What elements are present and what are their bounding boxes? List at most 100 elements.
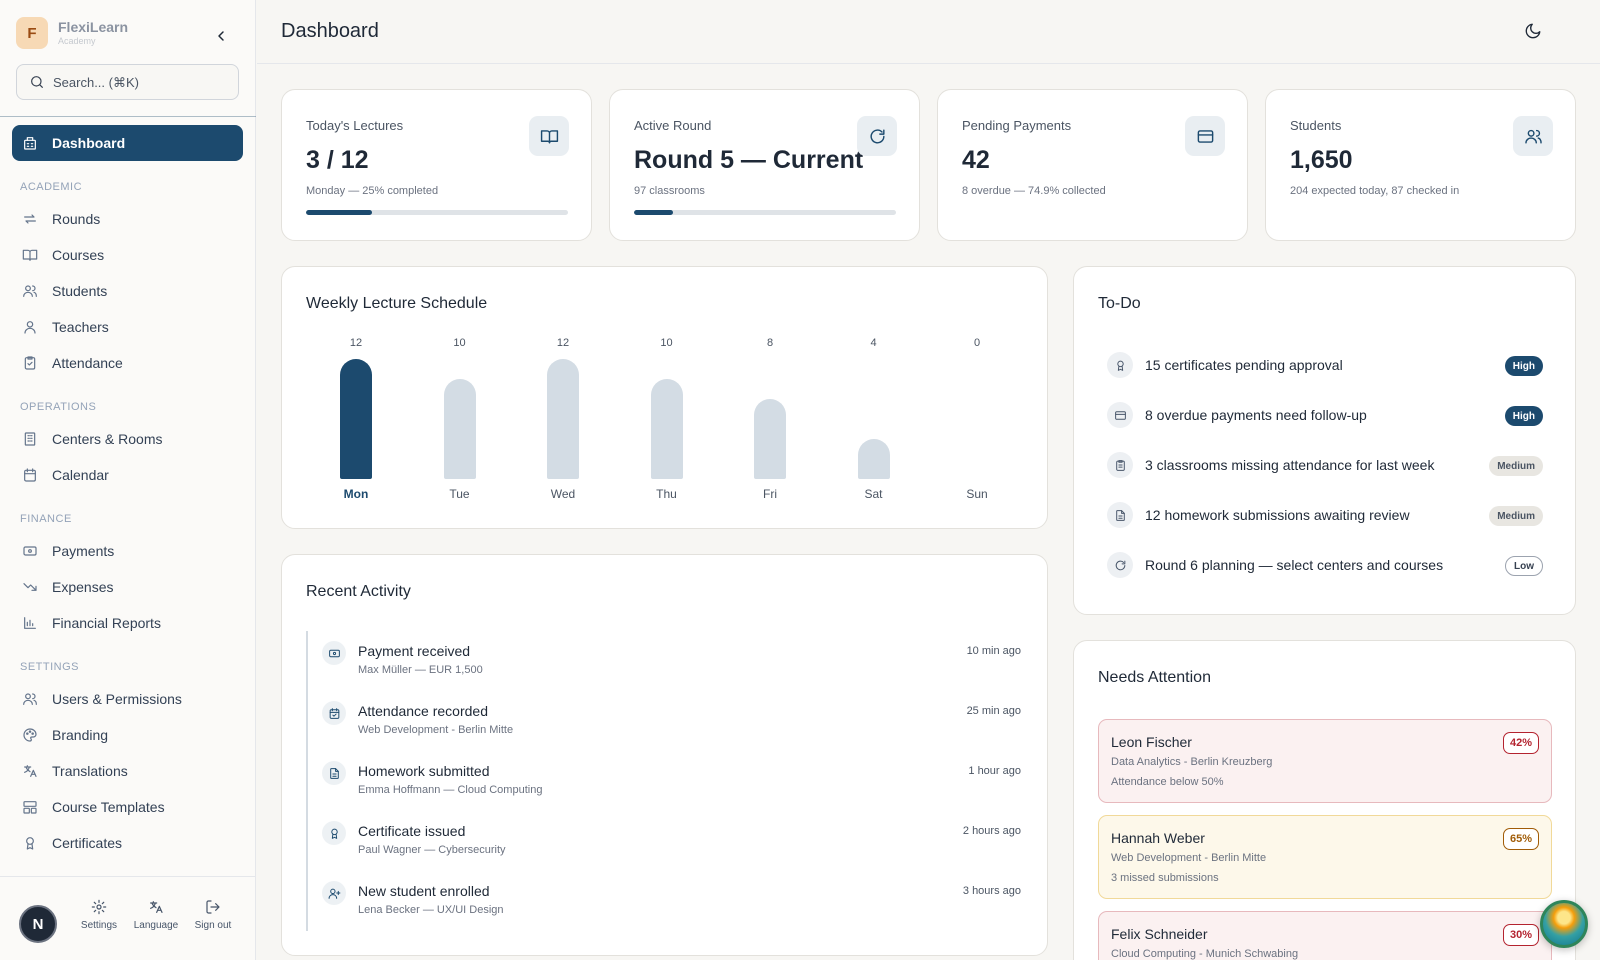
sidebar-item-attendance[interactable]: Attendance [12, 345, 243, 381]
sidebar-item-course-templates[interactable]: Course Templates [12, 789, 243, 825]
sidebar-item-calendar[interactable]: Calendar [12, 457, 243, 493]
search-box[interactable] [16, 64, 239, 100]
bar-day-label: Tue [449, 487, 470, 501]
sidebar-item-dashboard[interactable]: Dashboard [12, 125, 243, 161]
todo-item[interactable]: 12 homework submissions awaiting review … [1107, 499, 1543, 549]
todo-item[interactable]: 15 certificates pending approval High [1107, 349, 1543, 399]
bar-column-tue: 10 Tue [410, 337, 510, 507]
sidebar-item-payments[interactable]: Payments [12, 533, 243, 569]
activity-subtitle: Lena Becker — UX/UI Design [358, 904, 504, 916]
attention-item[interactable]: Felix Schneider Cloud Computing - Munich… [1098, 911, 1552, 960]
student-name: Felix Schneider [1111, 926, 1208, 942]
credit-card-icon [1197, 129, 1213, 143]
stat-value: Round 5 — Current [634, 146, 864, 174]
sidebar-item-label: Teachers [52, 319, 109, 335]
todo-text: 12 homework submissions awaiting review [1145, 507, 1410, 523]
sidebar-item-label: Translations [52, 763, 128, 779]
refresh-icon [1115, 560, 1125, 570]
sidebar-item-label: Expenses [52, 579, 114, 595]
sidebar-item-rounds[interactable]: Rounds [12, 201, 243, 237]
activity-item[interactable]: New student enrolled Lena Becker — UX/UI… [308, 871, 1021, 931]
file-text-icon [1115, 509, 1125, 521]
card-title: Weekly Lecture Schedule [306, 295, 488, 312]
floating-assistant-button[interactable] [1540, 900, 1588, 948]
bar-value-label: 4 [870, 337, 877, 349]
users-icon [23, 693, 37, 705]
bar-day-label: Sun [966, 487, 988, 501]
nav-section-operations: OPERATIONS [20, 401, 97, 413]
moon-icon [1525, 23, 1541, 39]
todo-text: 3 classrooms missing attendance for last… [1145, 457, 1435, 473]
sidebar-item-branding[interactable]: Branding [12, 717, 243, 753]
stat-icon [1185, 116, 1225, 156]
palette-icon [23, 728, 37, 742]
stat-card-students: Students 1,650 204 expected today, 87 ch… [1265, 89, 1576, 241]
settings-button[interactable]: Settings [71, 899, 127, 931]
banknote-icon [328, 649, 340, 657]
stat-label: Active Round [634, 118, 712, 133]
todo-item[interactable]: Round 6 planning — select centers and co… [1107, 549, 1543, 599]
priority-badge: Medium [1489, 506, 1543, 526]
bar-fri [754, 399, 786, 479]
book-open-icon [540, 129, 558, 144]
sidebar-item-translations[interactable]: Translations [12, 753, 243, 789]
search-input[interactable] [53, 74, 223, 90]
todo-text: 15 certificates pending approval [1145, 357, 1343, 373]
progress-bar [634, 210, 896, 215]
sidebar-item-users-permissions[interactable]: Users & Permissions [12, 681, 243, 717]
sidebar-item-teachers[interactable]: Teachers [12, 309, 243, 345]
sidebar-item-students[interactable]: Students [12, 273, 243, 309]
language-label: Language [133, 920, 179, 931]
bar-column-thu: 10 Thu [617, 337, 717, 507]
sign-out-label: Sign out [194, 920, 232, 931]
sidebar-item-label: Courses [52, 247, 105, 263]
log-out-icon [206, 900, 220, 914]
activity-item[interactable]: Payment received Max Müller — EUR 1,500 … [308, 631, 1021, 691]
user-icon [24, 321, 36, 334]
sidebar-item-certificates[interactable]: Certificates [12, 825, 243, 861]
activity-item[interactable]: Homework submitted Emma Hoffmann — Cloud… [308, 751, 1021, 811]
sidebar-item-financial-reports[interactable]: Financial Reports [12, 605, 243, 641]
todo-item[interactable]: 3 classrooms missing attendance for last… [1107, 449, 1543, 499]
attention-item[interactable]: Leon Fischer Data Analytics - Berlin Kre… [1098, 719, 1552, 803]
todo-icon [1107, 452, 1133, 478]
activity-title: New student enrolled [358, 883, 490, 899]
sidebar-item-label: Calendar [52, 467, 109, 483]
sidebar-item-expenses[interactable]: Expenses [12, 569, 243, 605]
sidebar-item-label: Financial Reports [52, 615, 161, 631]
award-icon [26, 837, 34, 850]
sidebar-nav: Dashboard ACADEMIC Rounds Courses Studen… [12, 125, 243, 861]
dashboard-icon [24, 137, 36, 150]
todo-text: Round 6 planning — select centers and co… [1145, 557, 1444, 573]
activity-icon [322, 641, 346, 665]
attention-item[interactable]: Hannah Weber Web Development - Berlin Mi… [1098, 815, 1552, 899]
bar-column-sat: 4 Sat [824, 337, 924, 507]
bar-column-mon: 12 Mon [306, 337, 406, 507]
student-name: Hannah Weber [1111, 830, 1205, 846]
bar-value-label: 8 [766, 337, 774, 349]
stat-value: 3 / 12 [306, 146, 369, 174]
activity-icon [322, 761, 346, 785]
activity-item[interactable]: Certificate issued Paul Wagner — Cyberse… [308, 811, 1021, 871]
card-title: To-Do [1098, 295, 1141, 312]
collapse-sidebar-button[interactable] [210, 25, 232, 47]
activity-time: 10 min ago [966, 645, 1021, 657]
language-button[interactable]: Language [128, 899, 184, 931]
theme-toggle-button[interactable] [1524, 22, 1544, 42]
avatar[interactable]: N [19, 905, 57, 943]
needs-attention-card: Needs Attention Leon Fischer Data Analyt… [1073, 640, 1576, 960]
percent-badge: 65% [1502, 828, 1539, 850]
activity-subtitle: Web Development - Berlin Mitte [358, 724, 514, 736]
award-icon [330, 828, 338, 839]
todo-item[interactable]: 8 overdue payments need follow-up High [1107, 399, 1543, 449]
activity-item[interactable]: Attendance recorded Web Development - Be… [308, 691, 1021, 751]
activity-subtitle: Max Müller — EUR 1,500 [358, 664, 483, 676]
brand[interactable]: F FlexiLearn Academy [16, 17, 128, 49]
sidebar-item-centers[interactable]: Centers & Rooms [12, 421, 243, 457]
translate-icon [150, 901, 163, 913]
sidebar-item-courses[interactable]: Courses [12, 237, 243, 273]
translate-icon [24, 765, 37, 777]
sidebar-item-label: Attendance [52, 355, 123, 371]
student-course: Cloud Computing - Munich Schwabing [1111, 948, 1299, 960]
sign-out-button[interactable]: Sign out [185, 899, 241, 931]
